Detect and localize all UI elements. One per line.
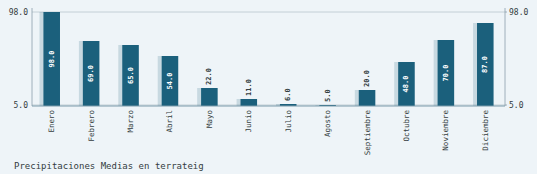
bar [438, 40, 455, 106]
chart: 5.0 98.0 5.0 98.0 98.0 69.0 65.0 54.0 22.0 11.0 6.… [0, 0, 537, 174]
bar [398, 62, 415, 106]
bar [477, 23, 494, 106]
x-tick-label: Junio [244, 110, 253, 133]
x-tick-label: Julio [284, 110, 293, 133]
grid [32, 12, 505, 105]
x-tick-label: Noviembre [441, 110, 450, 151]
bar [241, 99, 258, 106]
data-label: 11.0 [245, 79, 253, 96]
background [0, 0, 537, 174]
data-label: 65.0 [127, 67, 135, 84]
bar [162, 56, 179, 106]
data-label: 22.0 [205, 68, 213, 85]
x-tick-label: Mayo [205, 110, 214, 129]
data-label: 69.0 [87, 65, 95, 82]
bar [122, 45, 139, 106]
data-label: 70.0 [442, 65, 450, 82]
data-label: 5.0 [324, 89, 332, 102]
grid-line [32, 12, 505, 13]
x-tick-label: Abril [165, 110, 174, 133]
data-label: 87.0 [481, 56, 489, 73]
data-label: 98.0 [48, 51, 56, 68]
y2-tick-label: 98.0 [509, 8, 528, 17]
data-label: 6.0 [284, 88, 292, 101]
x-tick-label: Septiembre [363, 110, 372, 156]
x-tick-label: Agosto [323, 110, 332, 138]
x-tick-label: Enero [47, 110, 56, 133]
data-label: 54.0 [166, 73, 174, 90]
y2-axis-line [505, 8, 506, 106]
x-tick-label: Marzo [126, 110, 135, 133]
bar [359, 90, 376, 106]
bars [39, 12, 493, 106]
y-axis-line [32, 8, 33, 106]
data-label: 48.0 [402, 76, 410, 93]
x-tick-label: Diciembre [481, 110, 490, 151]
bar [83, 41, 100, 106]
x-tick-label: Octubre [402, 110, 411, 142]
y-tick-label: 5.0 [14, 101, 29, 110]
y2-tick-label: 5.0 [509, 101, 524, 110]
title: Precipitaciones Medias en terrateig [14, 161, 204, 171]
data-label: 20.0 [363, 70, 371, 87]
x-axis-line [32, 106, 505, 107]
bar [43, 12, 60, 106]
x-tick-label: Febrero [87, 110, 96, 142]
y-tick-label: 98.0 [9, 8, 28, 17]
bar [201, 88, 218, 106]
